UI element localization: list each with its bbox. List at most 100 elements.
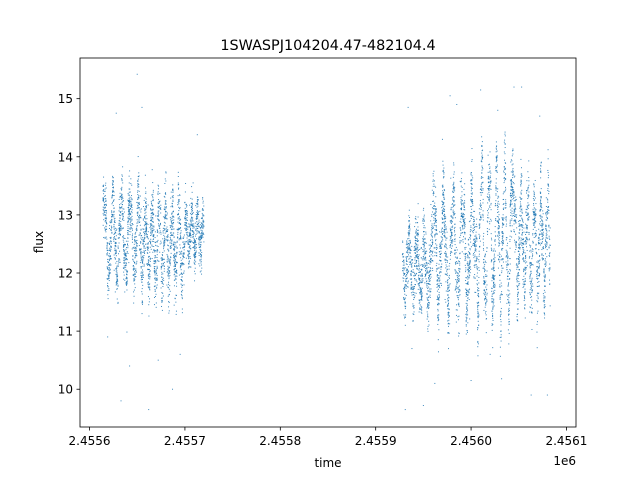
data-point — [135, 269, 136, 271]
data-point — [116, 260, 118, 262]
data-point — [143, 231, 145, 233]
data-point — [180, 263, 182, 265]
data-point — [405, 251, 407, 253]
data-point — [426, 262, 428, 264]
data-point — [475, 234, 477, 236]
data-point — [413, 311, 415, 313]
data-point — [157, 188, 159, 190]
data-point — [180, 224, 182, 226]
data-point — [484, 292, 486, 294]
data-point — [166, 230, 168, 232]
data-point — [519, 225, 521, 227]
data-point — [444, 252, 446, 254]
data-point — [178, 199, 180, 201]
data-point — [155, 306, 157, 308]
data-point — [190, 266, 192, 268]
data-point — [476, 265, 478, 267]
data-point — [439, 296, 441, 298]
data-point — [184, 217, 186, 219]
data-point — [473, 227, 475, 229]
data-point — [448, 325, 450, 327]
data-point — [490, 181, 492, 183]
data-point — [202, 236, 204, 238]
data-point — [105, 210, 107, 212]
data-point — [482, 182, 484, 184]
data-point — [489, 221, 491, 223]
data-point — [512, 174, 514, 176]
data-point — [453, 184, 455, 186]
data-point — [108, 255, 110, 257]
data-point — [200, 270, 202, 272]
data-point — [499, 284, 501, 286]
data-point — [441, 221, 443, 223]
data-point — [157, 202, 159, 204]
data-point — [163, 229, 165, 231]
data-point — [457, 272, 459, 274]
data-point — [163, 265, 165, 267]
data-point — [498, 258, 500, 260]
data-point — [126, 259, 128, 261]
data-point — [406, 274, 408, 276]
data-point — [455, 314, 457, 316]
data-point — [421, 281, 423, 283]
data-point — [491, 239, 493, 241]
data-point — [165, 227, 167, 229]
data-point — [409, 251, 411, 253]
data-point — [434, 208, 436, 210]
data-point — [134, 261, 136, 263]
data-point — [442, 206, 444, 208]
data-point — [429, 251, 431, 253]
data-point — [118, 260, 120, 262]
data-point — [173, 265, 175, 267]
data-point — [488, 186, 490, 188]
data-point — [405, 284, 407, 286]
data-point — [108, 268, 110, 270]
data-point — [507, 262, 509, 264]
data-point — [423, 220, 425, 222]
data-point — [194, 259, 196, 261]
data-point — [438, 286, 440, 288]
data-point — [172, 190, 174, 192]
data-point — [142, 258, 144, 260]
data-point — [423, 265, 425, 267]
data-point — [133, 277, 135, 279]
data-point — [147, 277, 149, 279]
data-point — [408, 225, 410, 227]
data-point — [507, 299, 509, 301]
data-point — [128, 215, 130, 217]
data-point — [489, 163, 491, 165]
data-point — [477, 317, 479, 319]
data-point — [545, 214, 547, 216]
data-point — [185, 182, 187, 184]
data-point — [435, 252, 437, 254]
data-point — [450, 231, 452, 233]
data-point — [471, 183, 473, 185]
data-point — [195, 253, 197, 255]
data-point — [444, 221, 446, 223]
data-point — [112, 180, 114, 182]
data-point — [453, 211, 455, 213]
data-point — [505, 188, 507, 190]
data-point — [117, 247, 119, 249]
data-point — [508, 343, 510, 345]
data-point — [416, 246, 418, 248]
data-point — [511, 155, 513, 157]
data-point — [167, 245, 169, 247]
data-point — [407, 271, 409, 273]
data-point — [194, 253, 196, 255]
data-point — [173, 260, 175, 262]
data-point — [123, 235, 125, 237]
data-point — [194, 245, 196, 247]
data-point — [510, 200, 512, 202]
data-point — [151, 219, 153, 221]
data-point — [137, 205, 139, 207]
data-point — [470, 172, 472, 174]
data-point — [508, 300, 510, 302]
data-point — [165, 193, 167, 195]
data-point — [447, 308, 449, 310]
data-point — [182, 289, 184, 291]
data-point — [443, 172, 445, 174]
data-point — [140, 253, 142, 255]
data-point — [409, 241, 411, 243]
data-point — [499, 336, 501, 338]
